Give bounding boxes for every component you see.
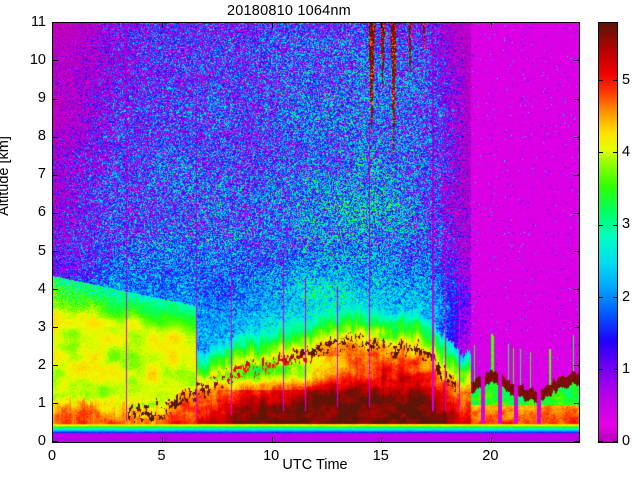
colorbar-tick-mark-right — [613, 441, 617, 443]
y-tick-mark-right — [574, 174, 579, 176]
colorbar-tick-mark — [599, 224, 603, 226]
y-tick-mark — [53, 60, 58, 62]
x-tick-mark — [490, 437, 492, 442]
y-tick-mark-right — [574, 212, 579, 214]
x-tick-mark — [52, 437, 54, 442]
colorbar-tick-mark-right — [613, 224, 617, 226]
colorbar-tick-mark-right — [613, 80, 617, 82]
y-tick-mark — [53, 212, 58, 214]
page-title: 20180810 1064nm — [227, 3, 351, 19]
x-tick-mark-top — [271, 23, 273, 28]
y-tick-mark — [53, 441, 58, 443]
y-tick-label: 10 — [29, 52, 46, 69]
y-tick-mark — [53, 365, 58, 367]
colorbar-tick-mark — [599, 441, 603, 443]
x-tick-label: 5 — [157, 448, 166, 464]
x-tick-mark-top — [161, 23, 163, 28]
y-tick-label: 5 — [37, 242, 46, 259]
x-tick-label: 20 — [482, 448, 499, 464]
y-tick-label: 2 — [37, 356, 46, 373]
colorbar-tick-mark — [599, 152, 603, 154]
colorbar-gradient — [599, 23, 617, 442]
x-axis-label: UTC Time — [282, 457, 348, 473]
colorbar-tick-label: 0 — [622, 433, 631, 449]
y-tick-mark — [53, 174, 58, 176]
x-tick-mark — [271, 437, 273, 442]
colorbar-tick-mark — [599, 369, 603, 371]
y-tick-mark-right — [574, 60, 579, 62]
colorbar-tick-mark — [599, 296, 603, 298]
y-tick-mark — [53, 327, 58, 329]
plot-axes — [52, 22, 580, 443]
y-tick-label: 3 — [37, 318, 46, 335]
y-tick-mark-right — [574, 441, 579, 443]
y-tick-mark-right — [574, 250, 579, 252]
x-tick-mark — [161, 437, 163, 442]
x-tick-mark-top — [381, 23, 383, 28]
y-tick-mark-right — [574, 22, 579, 24]
backscatter-heatmap — [53, 23, 579, 442]
y-tick-label: 11 — [30, 14, 46, 30]
y-tick-mark — [53, 288, 58, 290]
y-axis-label: Altitude [km] — [0, 136, 12, 216]
y-tick-label: 1 — [37, 394, 46, 411]
colorbar-tick-mark-right — [613, 369, 617, 371]
y-tick-label: 4 — [37, 280, 46, 297]
x-tick-label: 0 — [47, 448, 57, 464]
colorbar-tick-label: 5 — [622, 71, 631, 88]
y-tick-mark — [53, 98, 58, 100]
y-tick-label: 9 — [37, 90, 46, 107]
colorbar-tick-label: 3 — [622, 216, 631, 233]
colorbar-tick-label: 4 — [622, 144, 631, 161]
colorbar-tick-mark-right — [613, 296, 617, 298]
y-tick-mark-right — [574, 403, 579, 405]
y-tick-mark — [53, 250, 58, 252]
x-tick-mark — [381, 437, 383, 442]
colorbar-tick-label: 2 — [622, 288, 631, 305]
colorbar-tick-mark-right — [613, 152, 617, 154]
colorbar-tick-mark — [599, 80, 603, 82]
colorbar-tick-label: 1 — [622, 360, 631, 377]
y-tick-label: 0 — [37, 433, 46, 449]
y-tick-label: 8 — [37, 128, 46, 145]
x-tick-label: 10 — [263, 448, 280, 464]
y-tick-mark — [53, 403, 58, 405]
y-tick-mark — [53, 22, 58, 24]
x-tick-label: 15 — [372, 448, 389, 464]
x-tick-mark-top — [490, 23, 492, 28]
y-tick-label: 6 — [37, 204, 46, 221]
y-tick-label: 7 — [37, 166, 46, 183]
colorbar — [598, 22, 618, 443]
y-tick-mark-right — [574, 365, 579, 367]
y-tick-mark-right — [574, 288, 579, 290]
y-tick-mark-right — [574, 98, 579, 100]
y-tick-mark-right — [574, 327, 579, 329]
y-tick-mark-right — [574, 136, 579, 138]
x-tick-mark-top — [52, 23, 54, 28]
y-tick-mark — [53, 136, 58, 138]
